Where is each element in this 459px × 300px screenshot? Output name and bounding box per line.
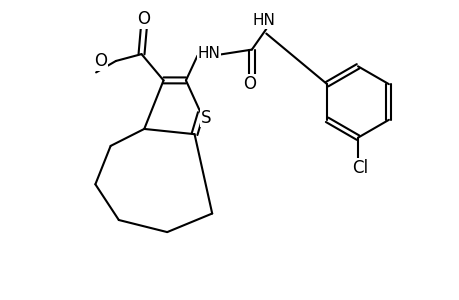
Text: O: O [242, 75, 256, 93]
Text: O: O [137, 11, 150, 28]
Text: S: S [201, 109, 211, 127]
Text: HN: HN [252, 13, 275, 28]
Text: Cl: Cl [352, 159, 368, 177]
Text: HN: HN [197, 46, 220, 61]
Text: O: O [94, 52, 106, 70]
